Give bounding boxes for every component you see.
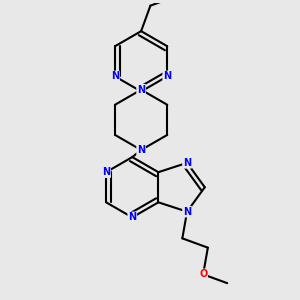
Text: N: N: [137, 85, 145, 95]
Text: N: N: [128, 212, 136, 222]
Text: N: N: [111, 71, 119, 81]
Text: N: N: [163, 71, 171, 81]
Text: N: N: [183, 158, 191, 168]
Text: N: N: [137, 145, 145, 155]
Text: N: N: [183, 207, 191, 217]
Text: O: O: [199, 269, 207, 279]
Text: N: N: [102, 167, 110, 177]
